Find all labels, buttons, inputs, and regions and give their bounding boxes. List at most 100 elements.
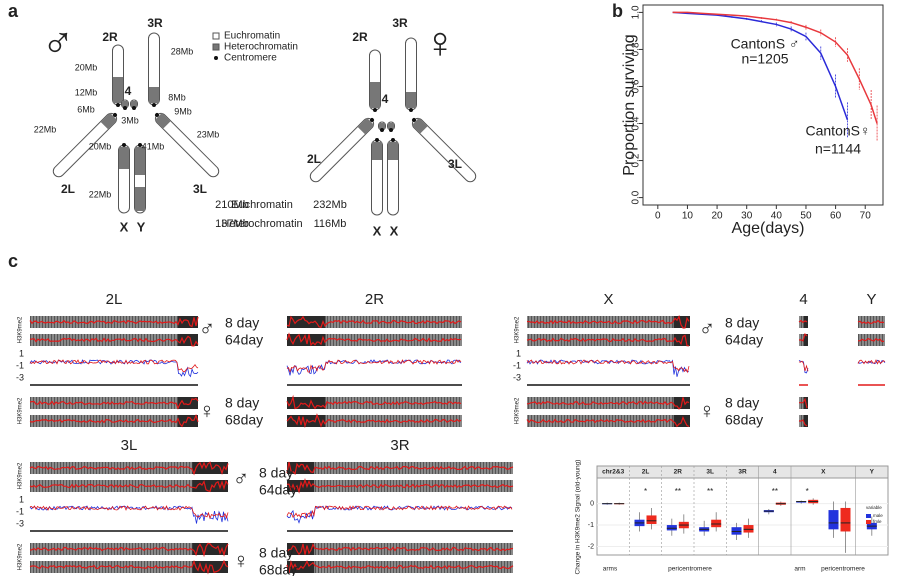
male-symbol: ♂ bbox=[699, 316, 716, 341]
legend-label: Centromere bbox=[224, 53, 277, 64]
strip-label: X bbox=[821, 469, 826, 476]
track-signal bbox=[29, 316, 199, 328]
heterochromatin bbox=[119, 147, 129, 169]
x-tick-label: 60 bbox=[830, 211, 842, 222]
chromosome-arm bbox=[52, 112, 118, 178]
age-label: 8 day bbox=[225, 395, 259, 411]
track-signal bbox=[286, 559, 514, 573]
arm-label: 4 bbox=[382, 92, 389, 106]
centromere bbox=[391, 138, 395, 142]
coverage-line bbox=[798, 359, 809, 374]
heterochromatin bbox=[357, 117, 375, 135]
centromere bbox=[132, 106, 136, 110]
track-label: H3K9me2 bbox=[18, 543, 24, 570]
chromosome-arm bbox=[387, 138, 399, 216]
centromere bbox=[409, 108, 413, 112]
coverage-line bbox=[286, 359, 462, 373]
heterochromatin bbox=[406, 92, 416, 108]
size-label: 8Mb bbox=[168, 92, 186, 102]
y-axis-label: Proportion surviving bbox=[621, 34, 638, 175]
strip-label: chr2&3 bbox=[602, 469, 624, 476]
x-tick-label: 0 bbox=[655, 211, 661, 222]
box bbox=[731, 527, 742, 535]
arm-label: 4 bbox=[125, 84, 132, 98]
track-het bbox=[803, 334, 808, 346]
table-cell: 232Mb bbox=[313, 199, 347, 211]
significance: * bbox=[644, 487, 647, 496]
survival-line bbox=[672, 11, 878, 124]
group-label: pericentromere bbox=[668, 566, 712, 573]
arm-label: 3R bbox=[147, 16, 163, 30]
x-axis-label: Age(days) bbox=[732, 220, 805, 237]
age-label: 8 day bbox=[259, 465, 293, 481]
signal-tick: -3 bbox=[16, 372, 24, 382]
legend-label: Heterochromatin bbox=[224, 42, 298, 53]
centromere bbox=[375, 138, 379, 142]
track-label: H3K9me2 bbox=[18, 397, 24, 424]
arm-label: 2L bbox=[61, 182, 75, 196]
table-cell: 137Mb bbox=[215, 218, 249, 230]
box bbox=[743, 525, 754, 533]
track-signal bbox=[857, 319, 885, 325]
age-label: 64day bbox=[259, 482, 297, 498]
centromere bbox=[155, 113, 159, 117]
legend-label: fmle bbox=[873, 519, 882, 524]
track-signal bbox=[526, 314, 690, 329]
y-tick-label: -1 bbox=[588, 522, 594, 529]
signal-tick: -3 bbox=[513, 372, 521, 382]
coverage-line bbox=[798, 360, 809, 372]
heterochromatin bbox=[135, 187, 145, 211]
chromosome-label: 2L bbox=[106, 291, 123, 308]
strip-label: 2R bbox=[674, 469, 683, 476]
track-signal bbox=[526, 416, 690, 428]
heterochromatin bbox=[113, 77, 123, 103]
signal-tick: -1 bbox=[16, 506, 24, 516]
significance: ** bbox=[675, 487, 681, 496]
x-tick-label: 70 bbox=[860, 211, 872, 222]
arm-label: 2R bbox=[102, 30, 118, 44]
heterochromatin bbox=[372, 142, 382, 160]
legend-title: variable bbox=[866, 505, 882, 510]
signal-tick: 1 bbox=[19, 494, 24, 504]
track-het bbox=[192, 561, 228, 573]
coverage-line bbox=[286, 505, 513, 519]
arm-label: 2L bbox=[307, 152, 321, 166]
size-label: 22Mb bbox=[34, 124, 57, 134]
track-signal bbox=[29, 479, 229, 493]
centromere bbox=[370, 118, 374, 122]
y-tick-label: 0.2 bbox=[631, 153, 642, 167]
significance: ** bbox=[772, 487, 778, 496]
table-cell: 116Mb bbox=[314, 218, 347, 230]
age-label: 8 day bbox=[725, 395, 759, 411]
sex-chromosome: Y bbox=[137, 219, 146, 234]
track-signal bbox=[798, 332, 808, 342]
legend-swatch bbox=[212, 32, 220, 40]
signal-tick: 1 bbox=[516, 348, 521, 358]
size-label: 9Mb bbox=[174, 106, 192, 116]
box bbox=[646, 515, 657, 524]
track bbox=[30, 397, 198, 409]
age-label: 68day bbox=[225, 412, 263, 428]
coverage-line bbox=[857, 359, 886, 365]
legend-swatch bbox=[866, 520, 871, 524]
chromosome-arm bbox=[130, 99, 138, 110]
signal-tick: -1 bbox=[513, 360, 521, 370]
heterochromatin bbox=[388, 142, 398, 160]
significance: * bbox=[806, 487, 809, 496]
track-signal bbox=[286, 478, 514, 494]
track-signal bbox=[798, 319, 808, 324]
track-signal bbox=[29, 461, 229, 476]
age-label: 8 day bbox=[225, 315, 259, 331]
strip-label: 3L bbox=[706, 469, 714, 476]
strip-label: 3R bbox=[738, 469, 747, 476]
heterochromatin bbox=[379, 123, 385, 129]
chromosome-arm bbox=[148, 32, 160, 107]
legend-swatch bbox=[212, 43, 220, 51]
track-het bbox=[177, 334, 198, 346]
box bbox=[711, 519, 722, 528]
track-het bbox=[192, 480, 228, 492]
table-cell: Euchromatin bbox=[231, 199, 293, 211]
centromere bbox=[116, 103, 120, 107]
chromosome-label: 4 bbox=[799, 291, 807, 308]
coverage-line bbox=[29, 359, 199, 378]
